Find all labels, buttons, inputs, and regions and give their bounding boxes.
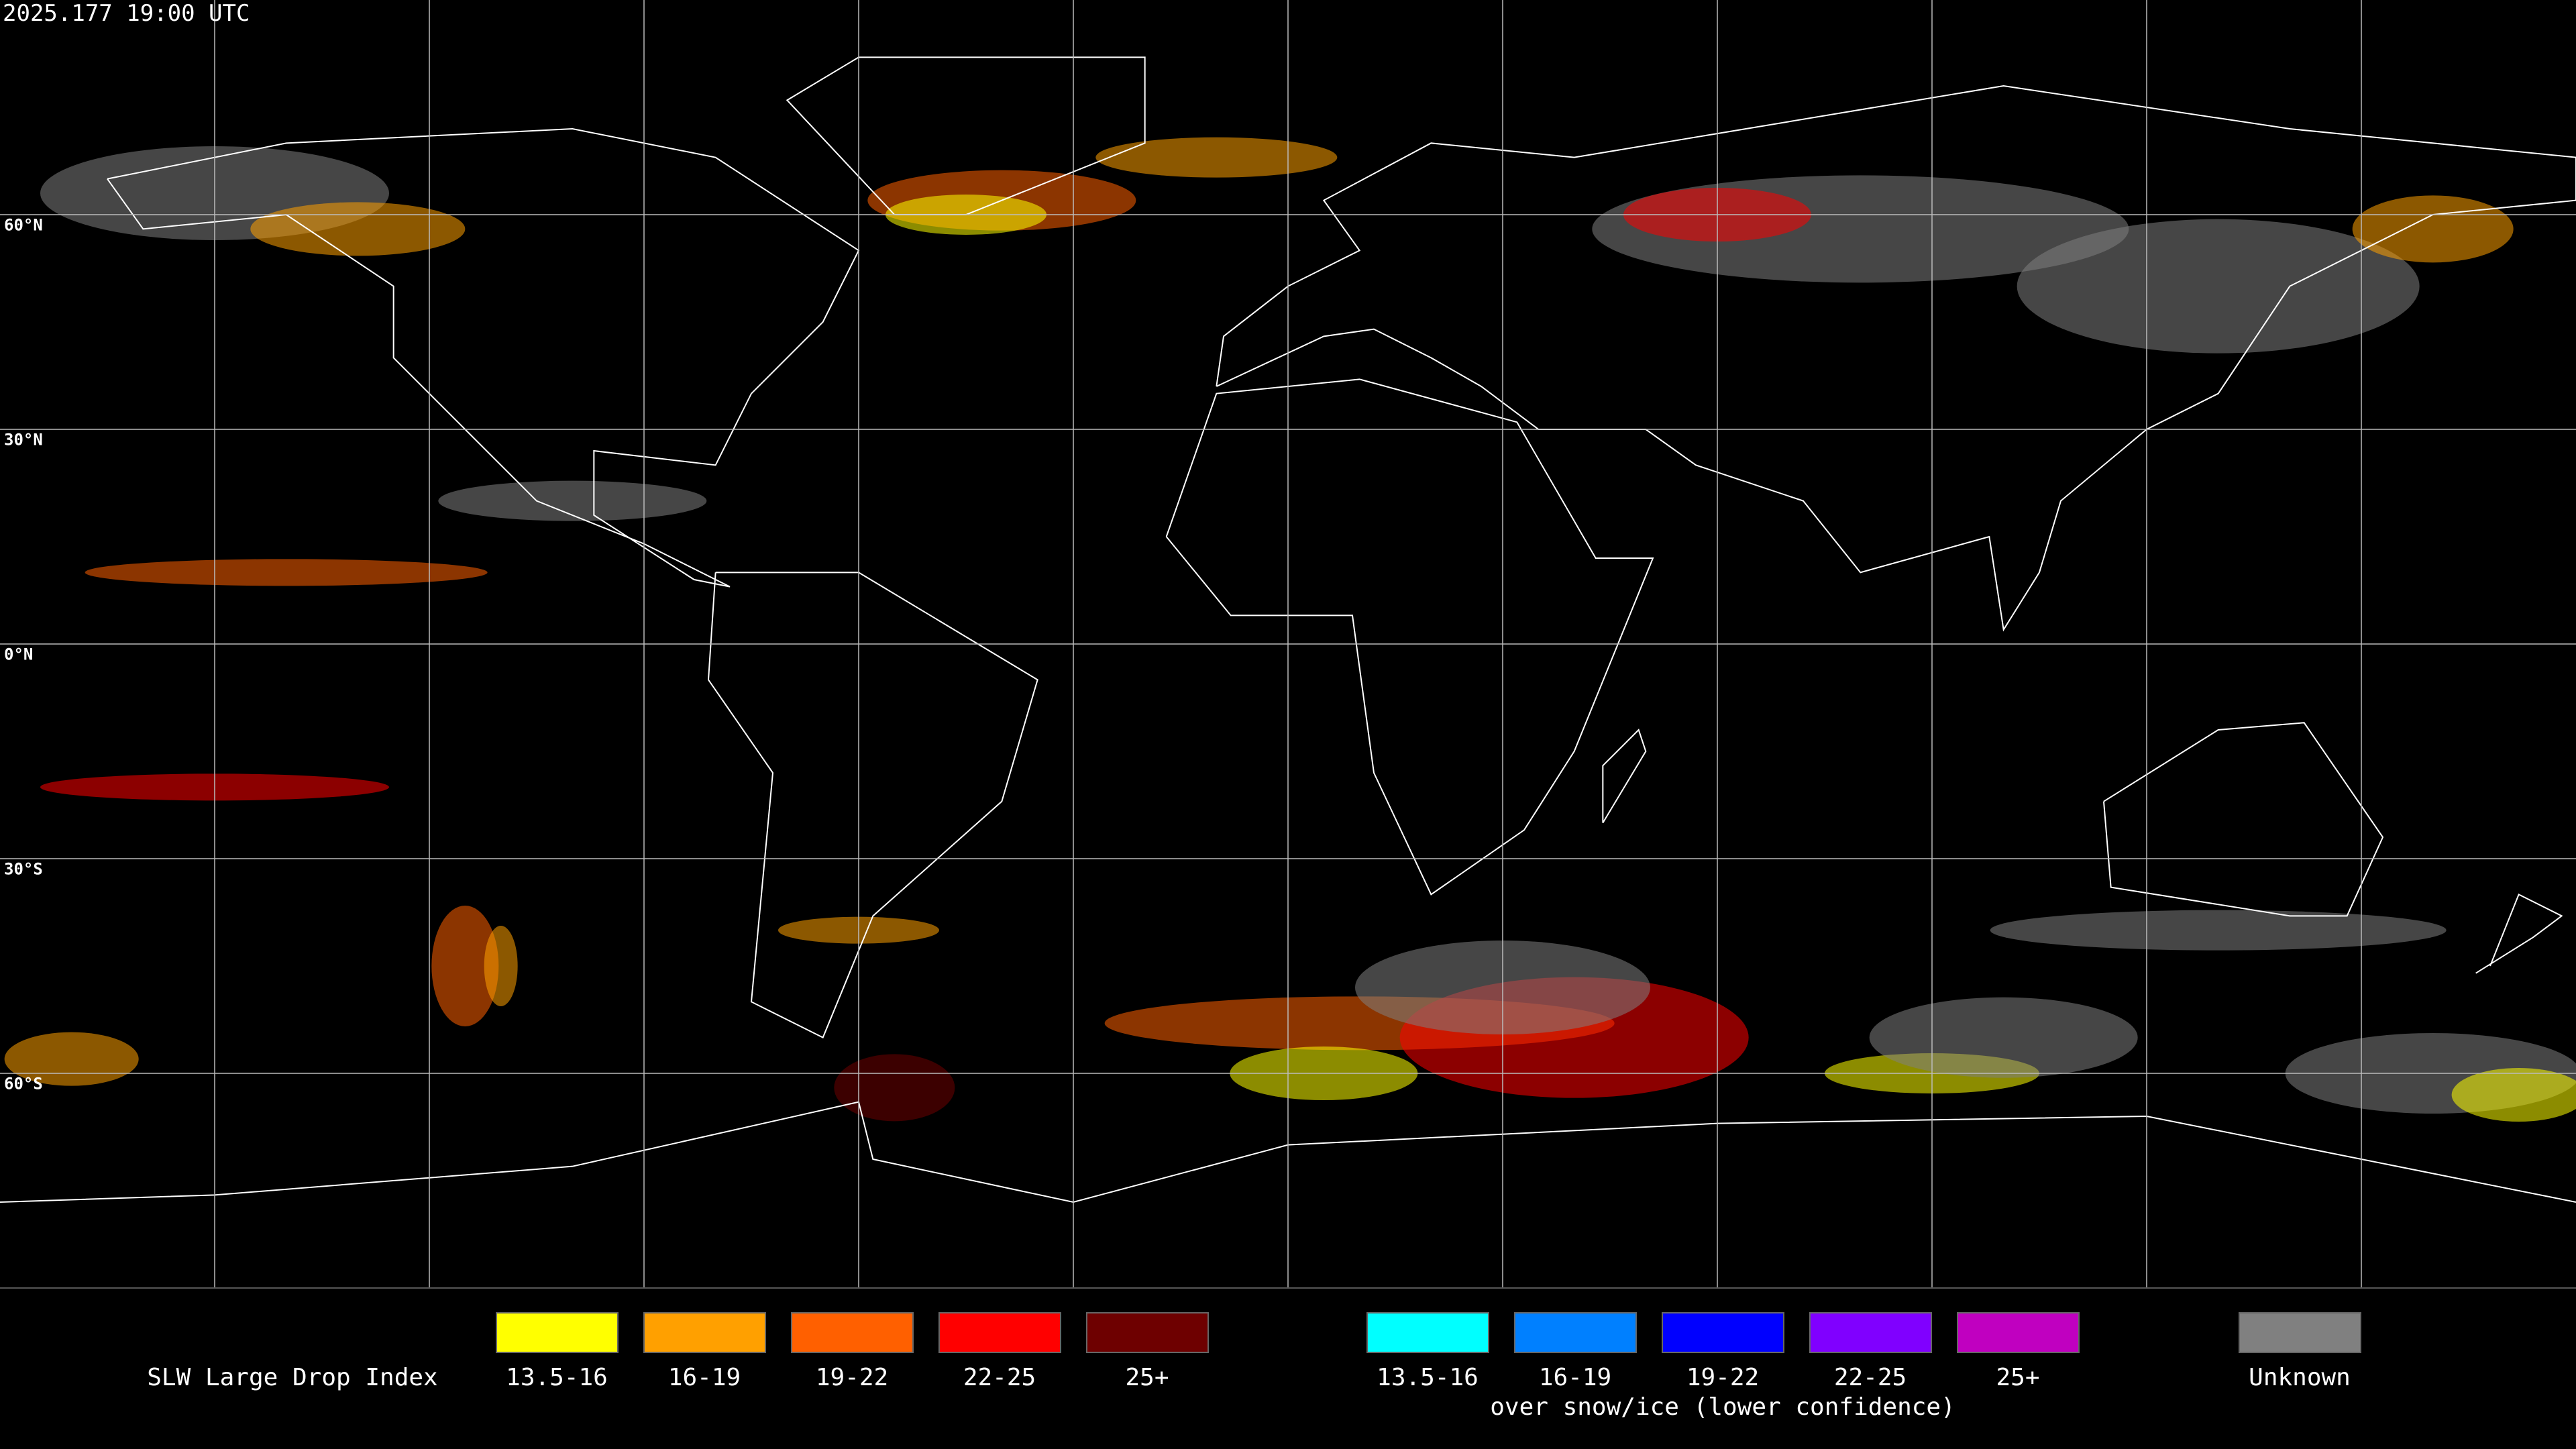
latitude-label: 30°S bbox=[4, 860, 43, 879]
legend-swatch bbox=[1086, 1312, 1209, 1353]
coastline bbox=[2103, 722, 2384, 917]
map: 60°N 30°N 0°N 30°S 60°S bbox=[0, 0, 2576, 1288]
legend-label: 16-19 bbox=[1539, 1364, 1611, 1391]
cloud-field bbox=[431, 906, 499, 1026]
coastline bbox=[1165, 378, 1654, 896]
cloud-field bbox=[85, 559, 488, 586]
legend-swatch bbox=[791, 1312, 914, 1353]
cloud-field bbox=[2451, 1068, 2576, 1122]
latitude-label: 0°N bbox=[4, 645, 33, 664]
legend-swatch bbox=[1514, 1312, 1637, 1353]
legend-label: 16-19 bbox=[668, 1364, 741, 1391]
legend-title: SLW Large Drop Index bbox=[147, 1364, 437, 1391]
cloud-field bbox=[438, 480, 707, 521]
legend-swatch bbox=[938, 1312, 1061, 1353]
legend-swatch bbox=[2239, 1312, 2361, 1353]
coastline bbox=[707, 572, 1038, 1039]
cloud-field bbox=[484, 926, 518, 1006]
cloud-field bbox=[1095, 137, 1338, 178]
cloud-field bbox=[4, 1032, 139, 1086]
legend-label: 13.5-16 bbox=[1377, 1364, 1479, 1391]
legend-swatch bbox=[496, 1312, 619, 1353]
cloud-field bbox=[1990, 910, 2447, 951]
cloud-field bbox=[834, 1054, 955, 1122]
legend-label: 13.5-16 bbox=[506, 1364, 608, 1391]
coastline bbox=[2475, 893, 2563, 974]
legend-label: 25+ bbox=[1996, 1364, 2039, 1391]
timestamp: 2025.177 19:00 UTC bbox=[3, 0, 250, 27]
latitude-label: 60°N bbox=[4, 216, 43, 235]
coastline bbox=[1216, 85, 2576, 632]
coastline bbox=[1602, 729, 1647, 824]
legend-label: Unknown bbox=[2249, 1364, 2351, 1391]
legend-label: 19-22 bbox=[816, 1364, 888, 1391]
legend-swatch bbox=[643, 1312, 766, 1353]
cloud-field bbox=[2017, 219, 2420, 354]
legend-swatch bbox=[1662, 1312, 1784, 1353]
legend-swatch bbox=[1366, 1312, 1489, 1353]
legend-label: 19-22 bbox=[1686, 1364, 1759, 1391]
legend-label: 25+ bbox=[1125, 1364, 1169, 1391]
legend-note: over snow/ice (lower confidence) bbox=[1490, 1393, 1955, 1421]
legend-label: 22-25 bbox=[963, 1364, 1036, 1391]
latitude-label: 30°N bbox=[4, 431, 43, 449]
legend-swatch bbox=[1809, 1312, 1932, 1353]
latitude-label: 60°S bbox=[4, 1075, 43, 1093]
cloud-field bbox=[2352, 195, 2514, 263]
cloud-field bbox=[250, 202, 466, 256]
cloud-field bbox=[1869, 997, 2138, 1078]
legend-swatch bbox=[1957, 1312, 2080, 1353]
legend-label: 22-25 bbox=[1834, 1364, 1907, 1391]
